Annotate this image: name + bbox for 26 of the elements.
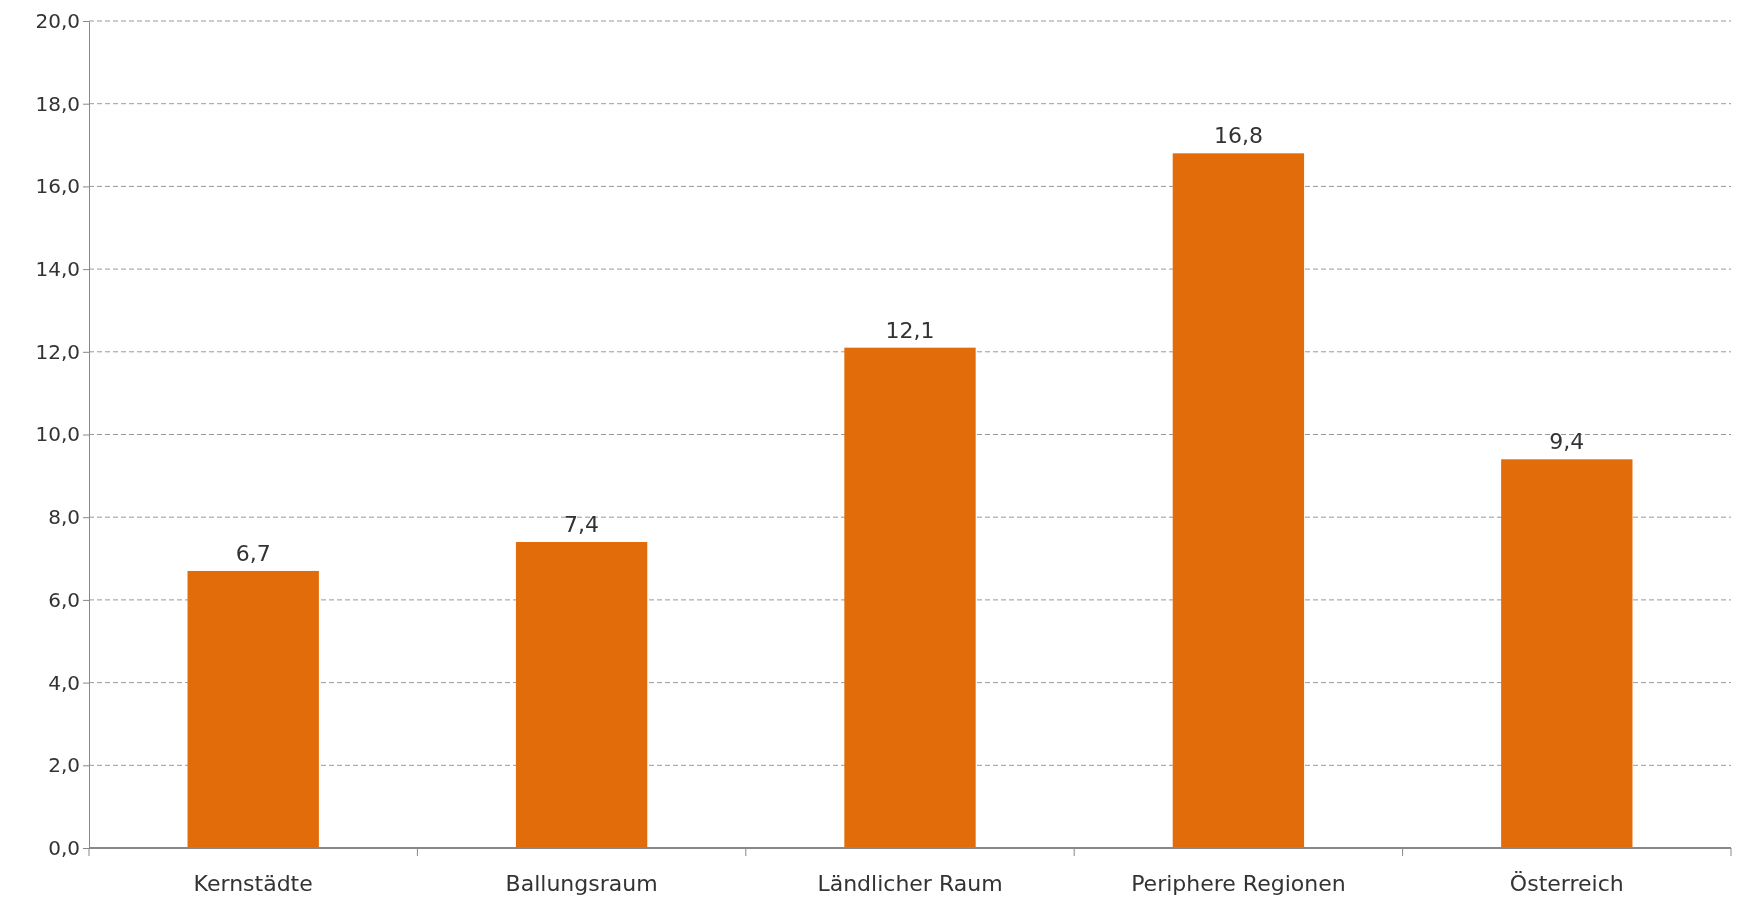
x-tick-label: Ballungsraum xyxy=(505,871,658,896)
y-tick-label: 0,0 xyxy=(48,835,80,860)
x-tick-label: Periphere Regionen xyxy=(1131,871,1346,896)
bar xyxy=(515,542,648,848)
data-label: 6,7 xyxy=(235,540,271,566)
bar xyxy=(844,347,976,848)
y-tick-label: 14,0 xyxy=(35,257,80,281)
y-tick-label: 6,0 xyxy=(48,587,80,612)
data-label: 12,1 xyxy=(885,317,935,343)
bar xyxy=(1172,153,1305,848)
y-tick-label: 18,0 xyxy=(35,91,80,116)
y-tick-label: 4,0 xyxy=(48,670,80,695)
data-label: 7,4 xyxy=(564,512,600,538)
y-tick-label: 16,0 xyxy=(35,174,80,199)
y-tick-label: 8,0 xyxy=(48,505,80,530)
x-tick-label: Kernstädte xyxy=(193,871,313,896)
x-tick-label: Österreich xyxy=(1509,871,1624,896)
data-label: 16,8 xyxy=(1213,123,1263,149)
bar xyxy=(187,570,319,848)
y-tick-label: 10,0 xyxy=(35,422,80,447)
y-tick-label: 12,0 xyxy=(35,339,80,364)
data-label: 9,4 xyxy=(1549,429,1585,455)
x-tick-label: Ländlicher Raum xyxy=(817,871,1003,896)
y-tick-label: 2,0 xyxy=(48,753,80,778)
y-tick-label: 20,0 xyxy=(35,8,80,33)
bar xyxy=(1501,459,1633,848)
